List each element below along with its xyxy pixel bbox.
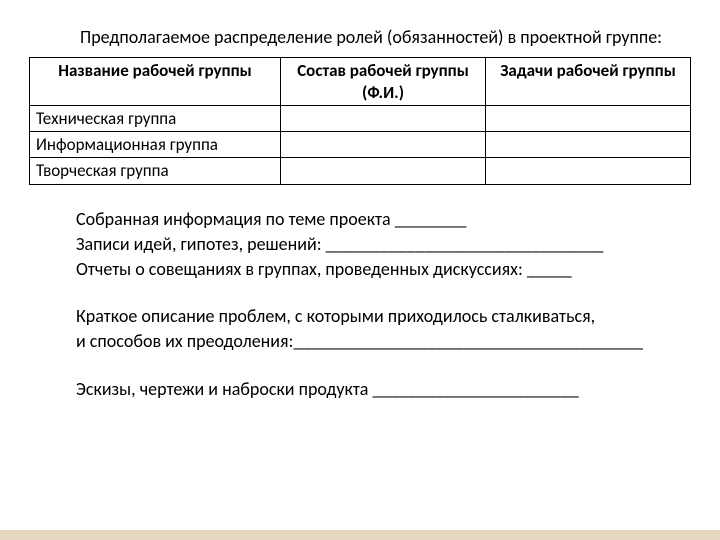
cell-group-tasks <box>486 158 691 184</box>
line-problems-b: и способов их преодоления:______________… <box>76 330 643 352</box>
cell-group-composition <box>281 105 486 131</box>
table-header-row: Название рабочей группы Состав рабочей г… <box>30 58 691 106</box>
cell-group-name: Информационная группа <box>30 132 281 158</box>
col-header-name: Название рабочей группы <box>30 58 281 106</box>
col-header-composition: Состав рабочей группы (Ф.И.) <box>281 58 486 106</box>
cell-group-name: Техническая группа <box>30 105 281 131</box>
bottom-accent-band <box>0 530 720 540</box>
col-header-tasks: Задачи рабочей группы <box>486 58 691 106</box>
line-ideas: Записи идей, гипотез, решений: _________… <box>76 233 604 255</box>
line-reports: Отчеты о совещаниях в группах, проведенн… <box>76 258 572 280</box>
table-row: Творческая группа <box>30 158 691 184</box>
cell-group-composition <box>281 132 486 158</box>
section-heading: Предполагаемое распределение ролей (обяз… <box>28 26 692 49</box>
roles-table: Название рабочей группы Состав рабочей г… <box>29 57 691 184</box>
cell-group-name: Творческая группа <box>30 158 281 184</box>
cell-group-tasks <box>486 132 691 158</box>
line-collected-info: Собранная информация по теме проекта ___… <box>76 208 466 230</box>
section-heading-text: Предполагаемое распределение ролей (обяз… <box>80 26 662 48</box>
line-problems-a: Краткое описание проблем, с которыми при… <box>76 305 595 327</box>
cell-group-composition <box>281 158 486 184</box>
cell-group-tasks <box>486 105 691 131</box>
table-row: Техническая группа <box>30 105 691 131</box>
table-row: Информационная группа <box>30 132 691 158</box>
body-text-block: Собранная информация по теме проекта ___… <box>28 207 692 402</box>
line-sketches: Эскизы, чертежи и наброски продукта ____… <box>76 378 579 400</box>
